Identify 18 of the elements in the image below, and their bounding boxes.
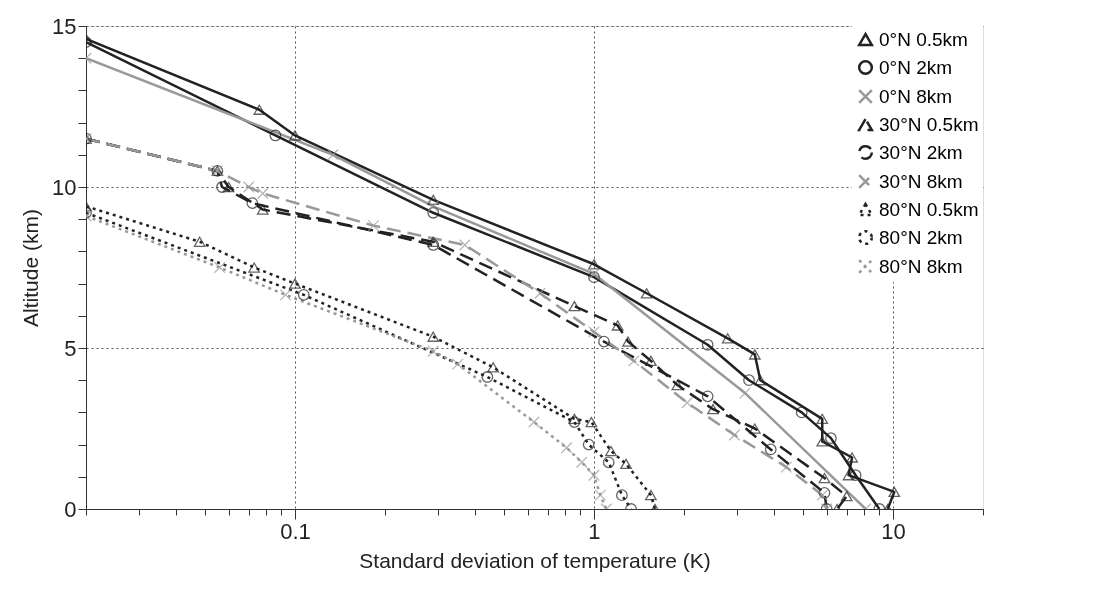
legend-label: 80°N 0.5km xyxy=(879,198,979,220)
legend-label: 80°N 2km xyxy=(879,226,963,248)
y-tick-label: 15 xyxy=(52,13,77,39)
x-axis-title: Standard deviation of temperature (K) xyxy=(359,548,711,572)
legend-label: 30°N 2km xyxy=(879,141,963,163)
legend-label: 30°N 8km xyxy=(879,170,963,192)
legend-label: 30°N 0.5km xyxy=(879,113,979,135)
y-tick-label: 5 xyxy=(64,335,77,361)
legend-label: 0°N 8km xyxy=(879,85,953,107)
x-tick-label: 0.1 xyxy=(280,518,311,544)
y-tick-label: 10 xyxy=(52,174,77,200)
legend-label: 0°N 0.5km xyxy=(879,28,968,50)
x-tick-label: 10 xyxy=(881,518,906,544)
y-axis-title: Altitude (km) xyxy=(19,209,43,327)
legend-label: 80°N 8km xyxy=(879,255,963,277)
y-tick-label: 0 xyxy=(64,496,77,522)
legend-label: 0°N 2km xyxy=(879,56,953,78)
x-tick-label: 1 xyxy=(588,518,601,544)
